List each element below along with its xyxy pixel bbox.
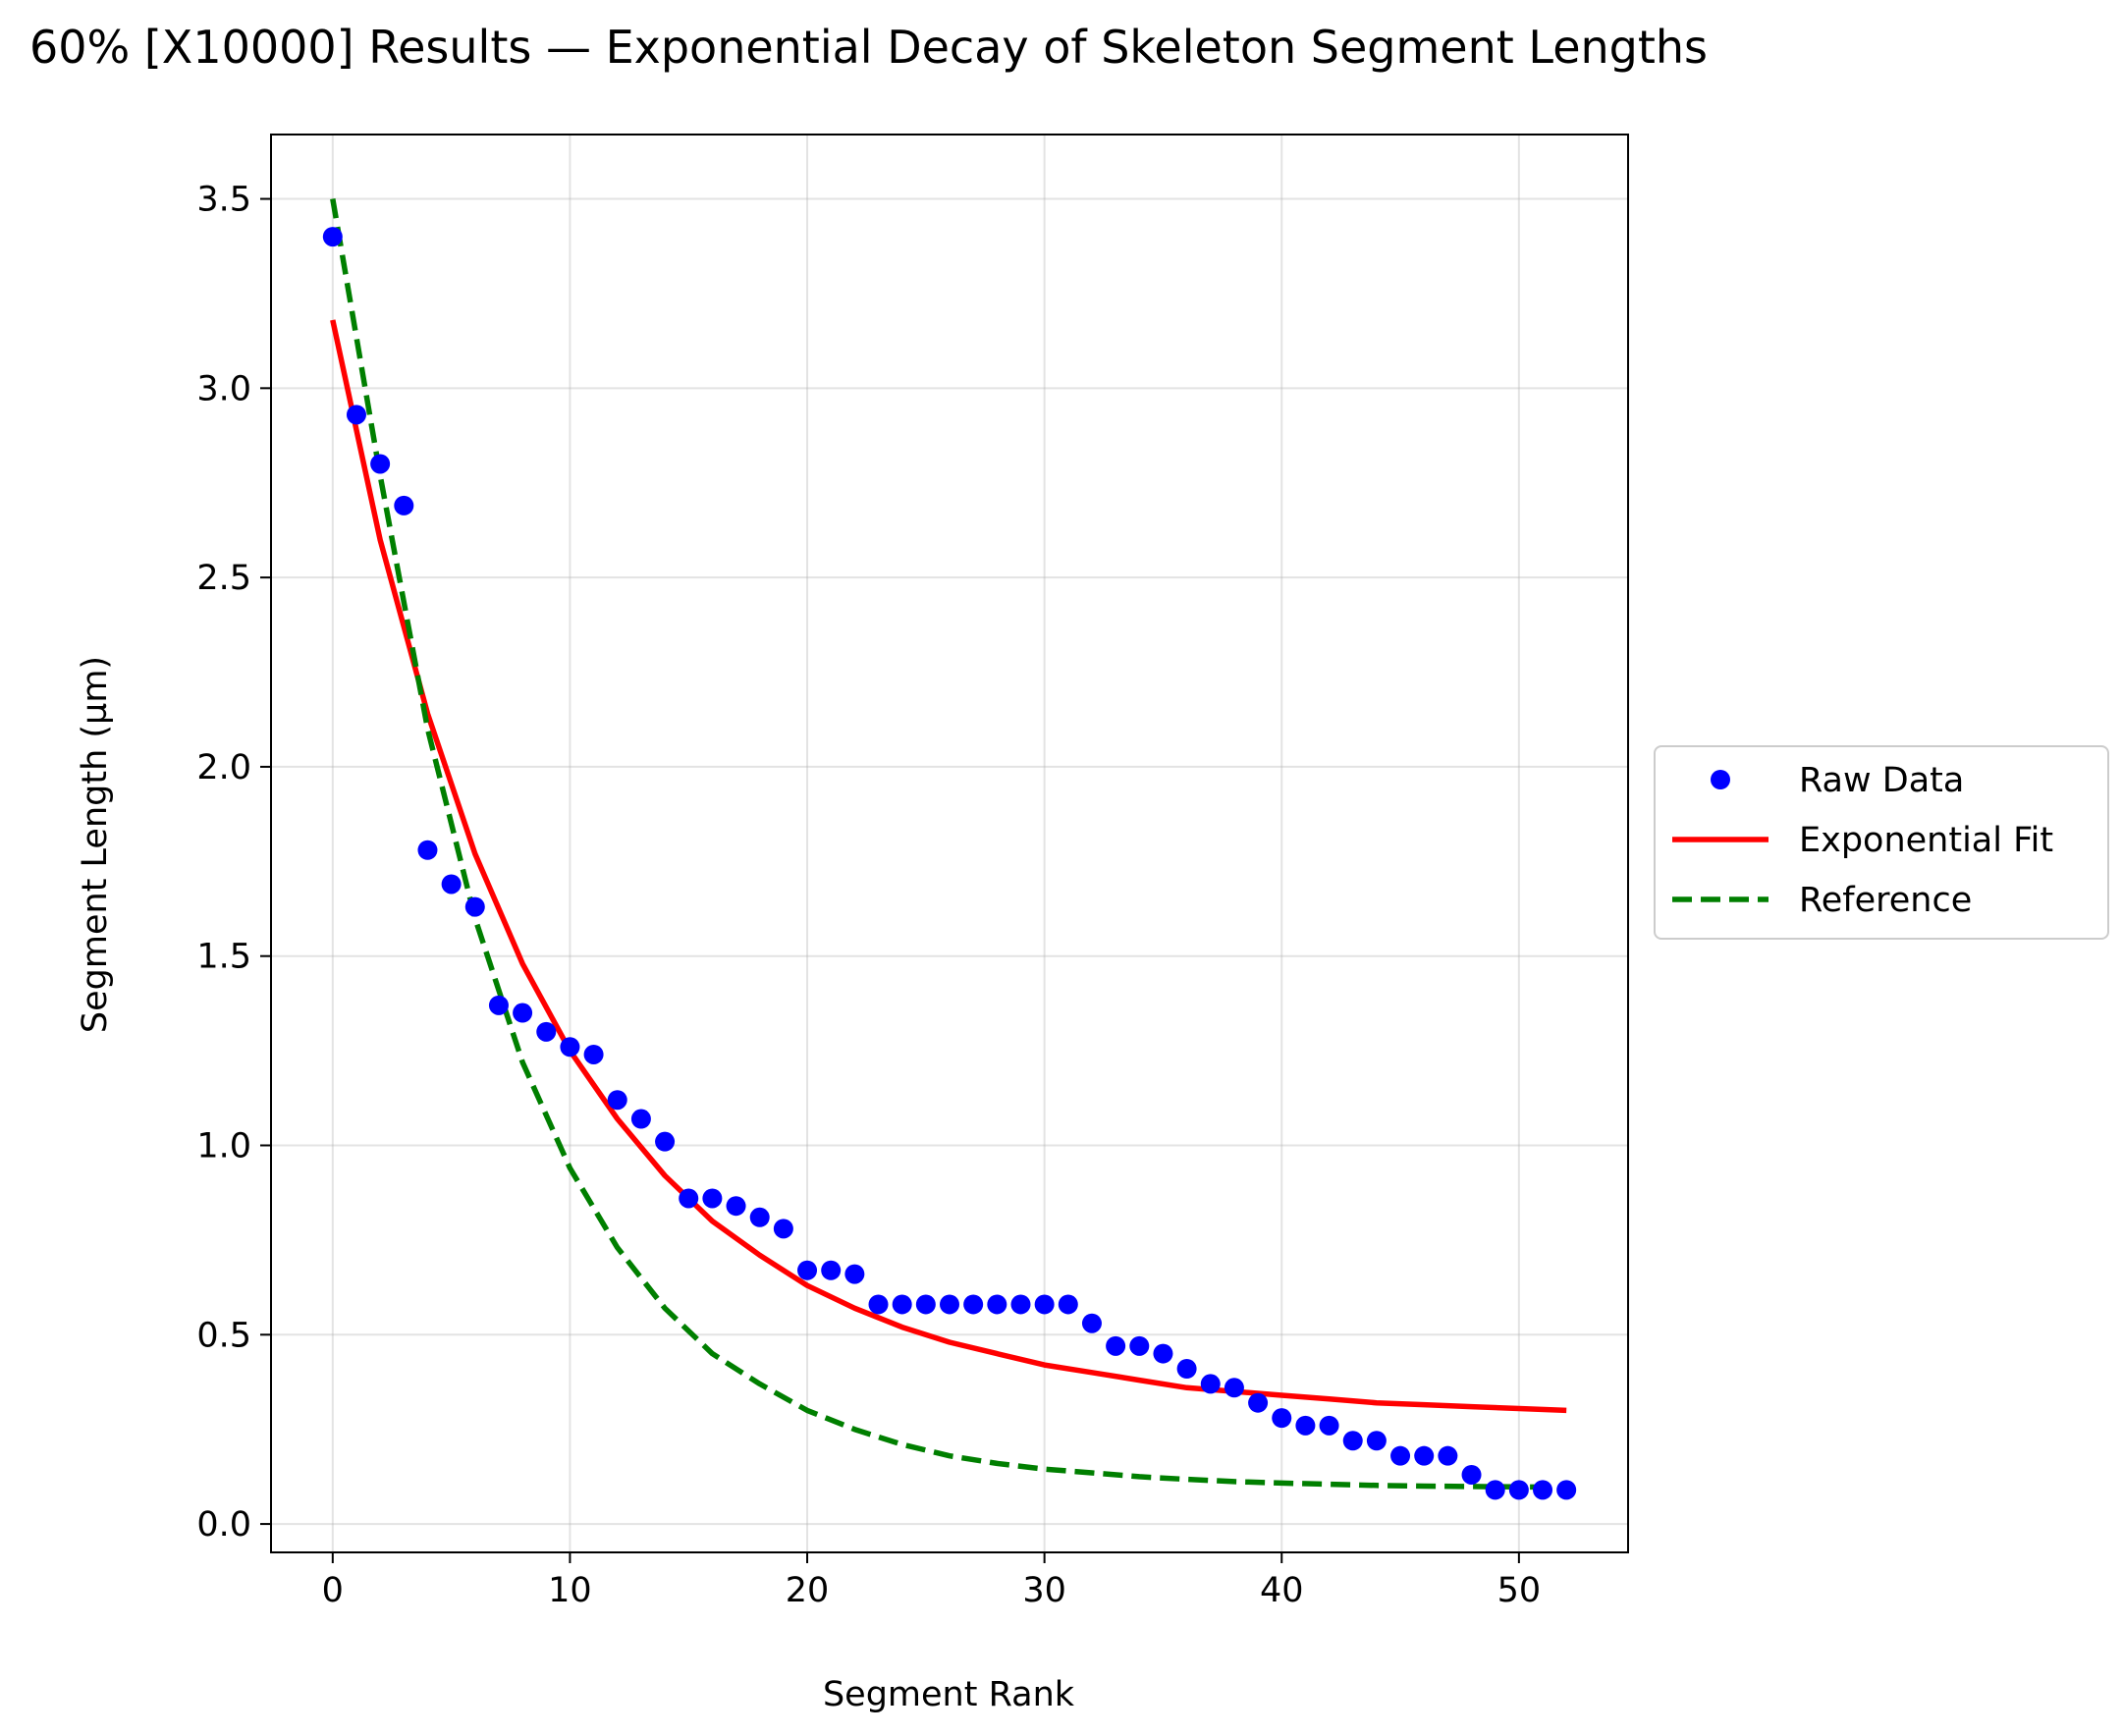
- raw-data-point: [915, 1294, 936, 1315]
- raw-data-point: [488, 995, 509, 1015]
- raw-data-point: [1366, 1431, 1387, 1451]
- raw-data-point: [536, 1021, 557, 1042]
- y-tick-label: 0.0: [196, 1505, 251, 1545]
- raw-data-point: [1106, 1335, 1126, 1356]
- x-tick-label: 30: [1022, 1571, 1066, 1610]
- raw-data-point: [1224, 1378, 1244, 1398]
- x-axis-label: Segment Rank: [823, 1675, 1075, 1714]
- raw-data-point: [1485, 1480, 1505, 1500]
- raw-data-point: [987, 1294, 1007, 1315]
- exponential-fit-line: [330, 319, 1567, 1414]
- raw-data-point: [1342, 1431, 1363, 1451]
- raw-data-point: [797, 1260, 818, 1280]
- y-axis-label: Segment Length (µm): [76, 656, 115, 1033]
- raw-data-point: [1461, 1464, 1482, 1485]
- raw-data-point: [844, 1264, 865, 1284]
- y-tick-label: 2.0: [196, 748, 251, 787]
- raw-data-point: [1200, 1374, 1221, 1394]
- raw-data-point: [417, 840, 438, 860]
- y-tick-label: 0.5: [196, 1316, 251, 1355]
- raw-data-point: [1081, 1313, 1102, 1333]
- legend-label-raw-data: Raw Data: [1799, 761, 1964, 800]
- raw-data-point: [1176, 1358, 1197, 1379]
- raw-data-point: [1533, 1480, 1553, 1500]
- raw-data-point: [1438, 1445, 1458, 1466]
- raw-data-point: [726, 1196, 746, 1217]
- raw-data-point: [1248, 1392, 1269, 1413]
- raw-data-point: [679, 1188, 699, 1209]
- raw-data-point: [1034, 1294, 1055, 1315]
- raw-data-point: [513, 1003, 533, 1023]
- legend-label-reference: Reference: [1799, 881, 1972, 920]
- raw-data-point: [1129, 1335, 1150, 1356]
- legend-marker-raw-data: [1711, 770, 1730, 789]
- x-tick-label: 40: [1260, 1571, 1304, 1610]
- raw-data-point: [702, 1188, 723, 1209]
- raw-data-point: [583, 1044, 604, 1064]
- raw-data-point: [1508, 1480, 1529, 1500]
- raw-data-point: [773, 1219, 793, 1239]
- raw-data-point: [560, 1037, 580, 1058]
- y-tick-label: 3.5: [196, 181, 251, 220]
- x-axis: 0 10 20 30 40 50: [322, 1552, 1541, 1610]
- y-axis: 0.0 0.5 1.0 1.5 2.0 2.5 3.0 3.5: [196, 181, 271, 1545]
- raw-data-point: [607, 1090, 627, 1111]
- raw-data-point: [1556, 1480, 1577, 1500]
- raw-data-point: [1272, 1408, 1292, 1429]
- legend-box: [1654, 745, 2109, 940]
- y-tick-label: 1.0: [196, 1127, 251, 1166]
- x-tick-label: 0: [322, 1571, 344, 1610]
- raw-data-point: [370, 454, 391, 474]
- x-tick-label: 20: [786, 1571, 830, 1610]
- raw-data-point: [441, 874, 462, 895]
- raw-data-point: [1295, 1415, 1316, 1436]
- raw-data-point: [868, 1294, 889, 1315]
- plot-frame: [270, 134, 1629, 1553]
- raw-data-point: [322, 227, 343, 247]
- raw-data-point: [821, 1260, 842, 1280]
- raw-data-point: [1390, 1445, 1411, 1466]
- raw-data-point: [940, 1294, 959, 1315]
- y-tick-label: 3.0: [196, 369, 251, 408]
- raw-data-point: [630, 1109, 651, 1129]
- legend-label-exponential-fit: Exponential Fit: [1799, 821, 2053, 860]
- raw-data-point: [892, 1294, 912, 1315]
- raw-data-point: [394, 495, 414, 515]
- raw-data-point: [749, 1207, 770, 1227]
- raw-data-point: [1414, 1445, 1435, 1466]
- raw-data-point: [655, 1131, 676, 1152]
- raw-data-point: [1319, 1415, 1339, 1436]
- y-tick-label: 2.5: [196, 559, 251, 598]
- legend: Raw Data Exponential Fit Reference: [1654, 745, 2109, 940]
- x-tick-label: 10: [548, 1571, 592, 1610]
- raw-data-point: [346, 405, 366, 425]
- chart-title: 60% [X10000] Results — Exponential Decay…: [29, 21, 1708, 74]
- raw-data-point: [963, 1294, 984, 1315]
- grid-lines: [271, 135, 1628, 1552]
- raw-data-point: [1153, 1343, 1173, 1364]
- raw-data-point: [464, 896, 485, 917]
- reference-line: [330, 198, 1567, 1491]
- raw-data-point: [1010, 1294, 1031, 1315]
- y-tick-label: 1.5: [196, 938, 251, 977]
- raw-data-point: [1058, 1294, 1078, 1315]
- x-tick-label: 50: [1497, 1571, 1542, 1610]
- plot-area: [322, 198, 1577, 1500]
